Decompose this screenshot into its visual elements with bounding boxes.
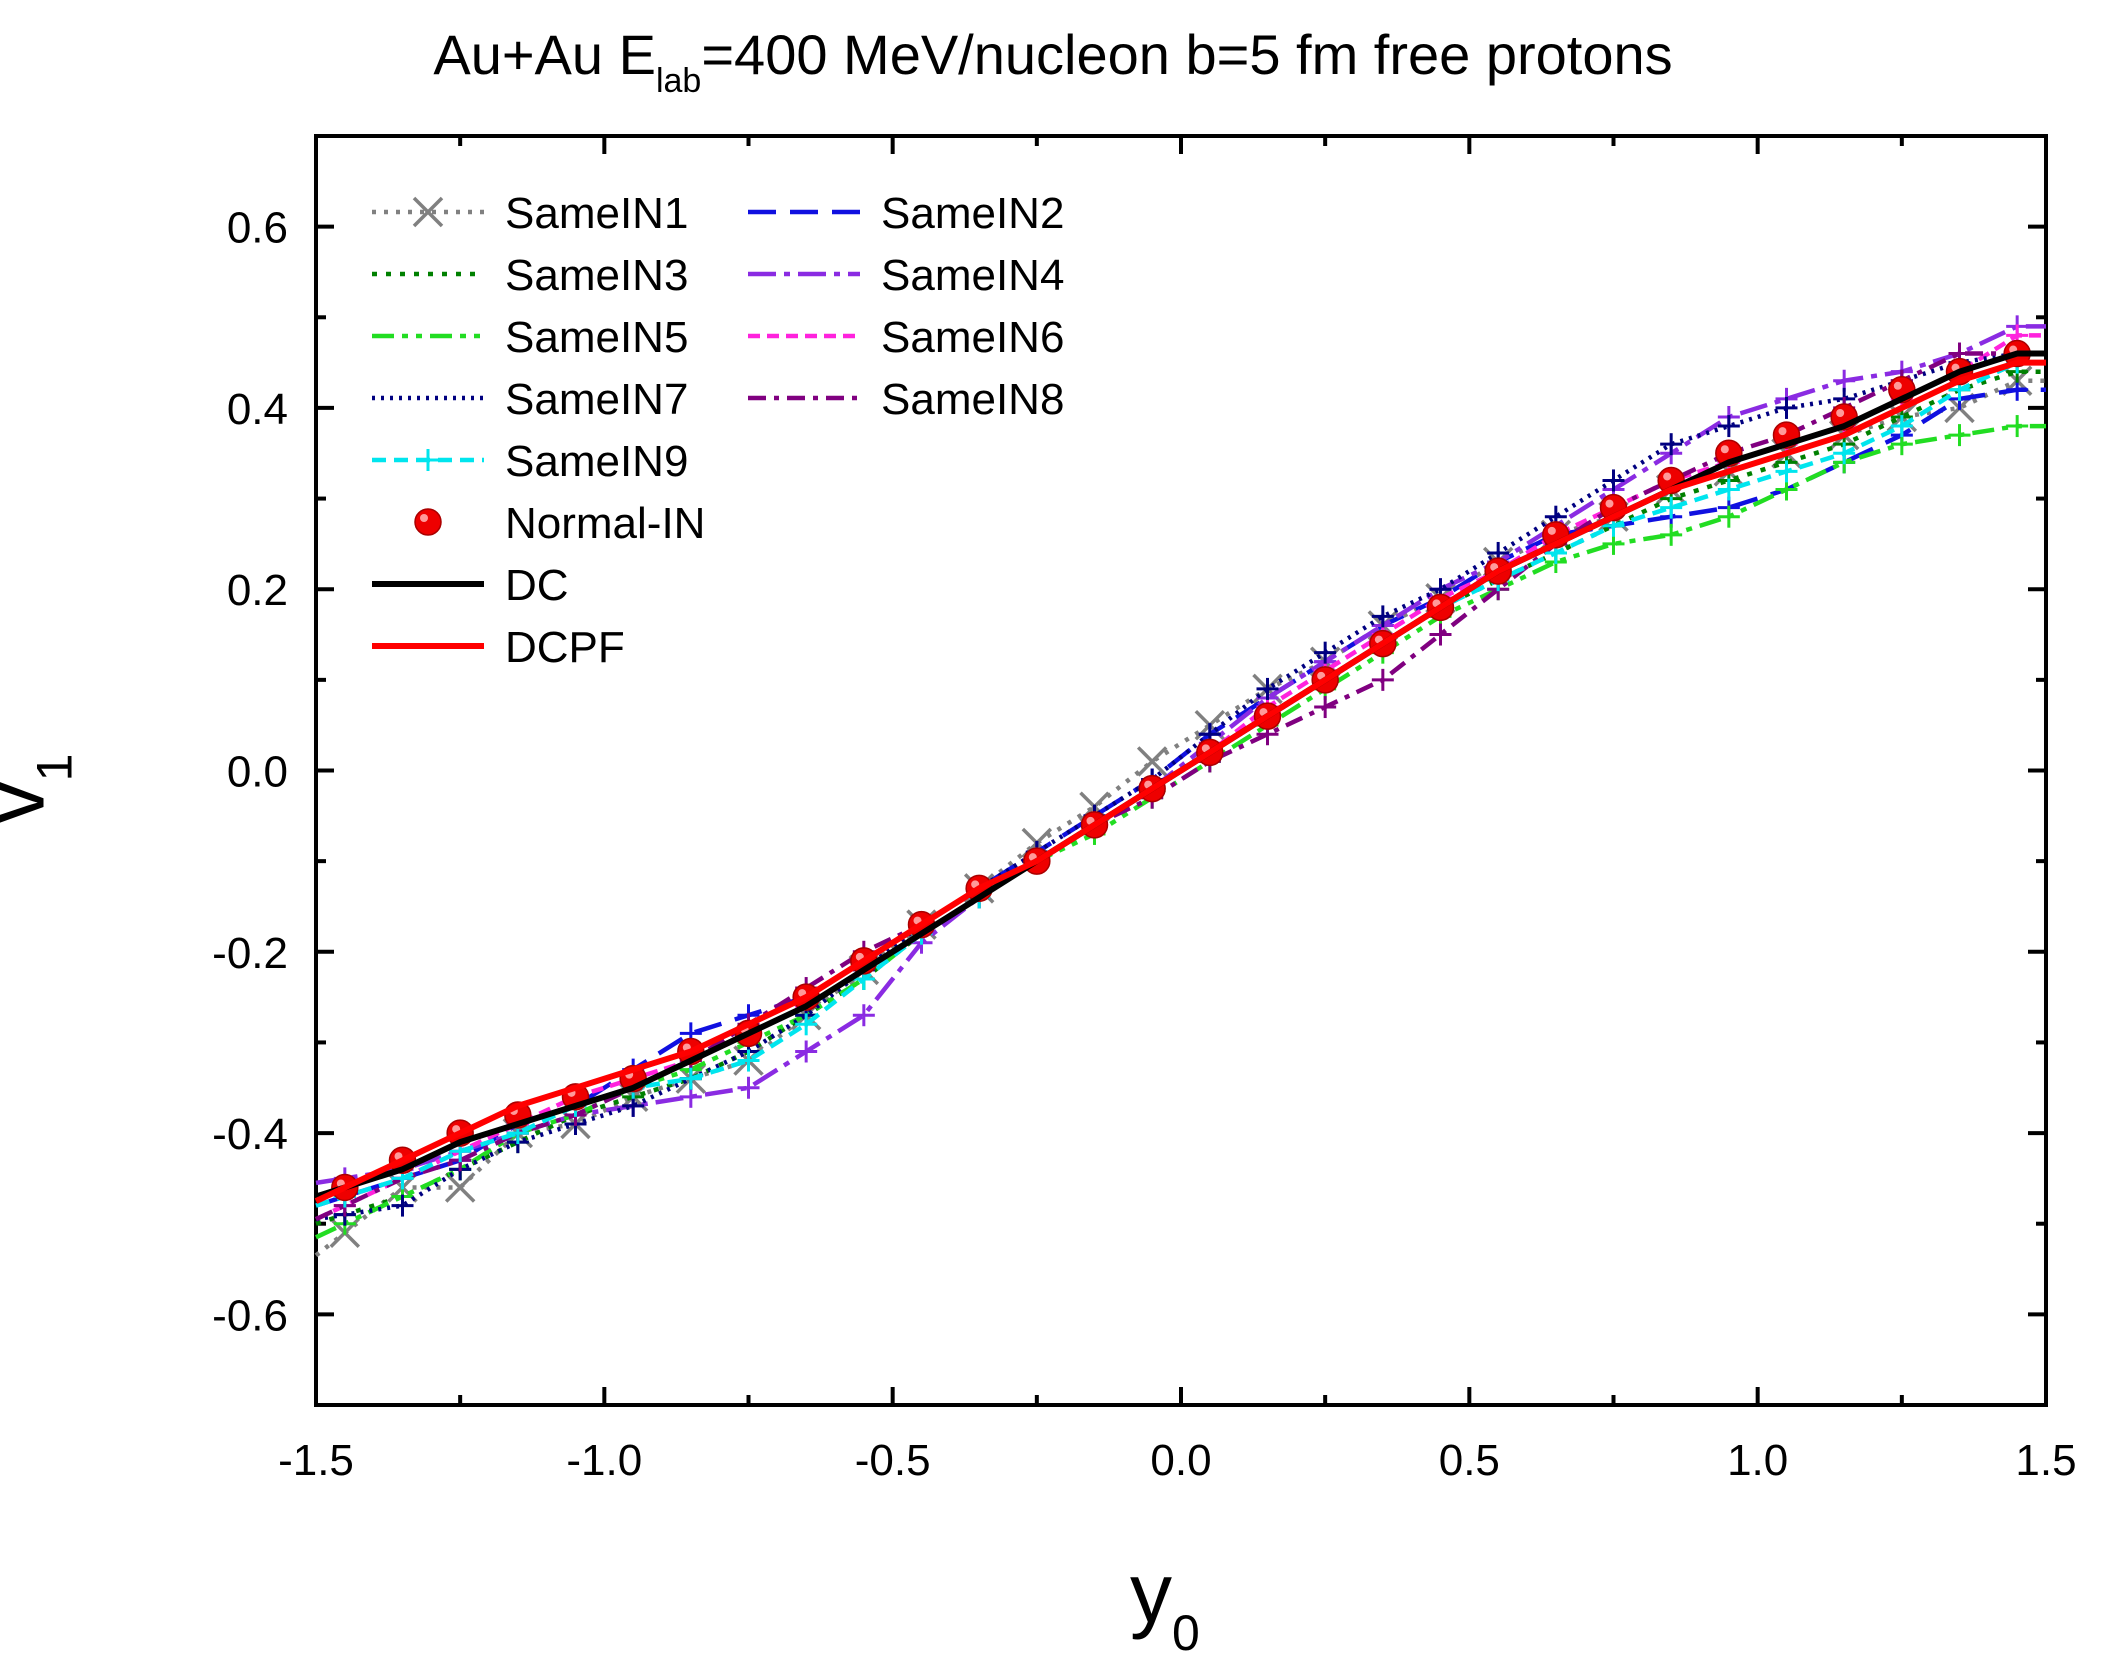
chart-title: Au+Au Elab=400 MeV/nucleon b=5 fm free p… [0,22,2106,100]
data-point-normal-in-highlight [1605,499,1614,508]
x-tick-label: 0.0 [1150,1436,1211,1485]
legend-label-samein9: SameIN9 [505,437,688,486]
data-point-samein1 [1136,746,1168,777]
data-point-normal-in-highlight [1547,526,1556,535]
x-tick-label: -0.5 [855,1436,931,1485]
y-axis-label: v1 [0,700,130,880]
x-tick-label: 1.5 [2015,1436,2076,1485]
series-line-samein7 [315,351,2046,1222]
legend-entry-normal-in: Normal-IN [414,499,705,548]
y-axis-label-main: v [0,781,61,823]
legend-entry-samein7: SameIN7 [372,375,688,424]
legend-marker-samein1 [412,196,444,228]
legend-entry-samein2: SameIN2 [748,189,1064,238]
data-point-samein1 [444,1172,476,1203]
legend-entry-samein3: SameIN3 [372,251,688,300]
legend-entry-dc: DC [372,561,569,610]
legend-label-samein3: SameIN3 [505,251,688,300]
data-point-normal-in-highlight [1778,427,1787,436]
y-tick-label: 0.6 [227,204,288,253]
legend-entry-samein6: SameIN6 [748,313,1064,362]
series-line-dcpf [314,359,2046,1204]
legend-label-samein8: SameIN8 [881,375,1064,424]
x-tick-label: -1.0 [566,1436,642,1485]
legend-label-samein5: SameIN5 [505,313,688,362]
legend-label-samein4: SameIN4 [881,251,1064,300]
series-dcpf [314,359,2046,1204]
legend-entry-samein8: SameIN8 [748,375,1064,424]
legend-label-samein2: SameIN2 [881,189,1064,238]
y-tick-label: -0.6 [212,1291,288,1340]
x-tick-label: -1.5 [278,1436,354,1485]
chart-title-sub: lab [655,62,702,100]
chart-title-rest: =400 MeV/nucleon b=5 fm free protons [701,23,1673,86]
y-axis-label-sub: 1 [26,753,83,782]
legend-entry-dcpf: DCPF [372,623,625,672]
chart-title-main: Au+Au E [433,23,656,86]
y-tick-label: 0.4 [227,385,288,434]
legend-label-samein1: SameIN1 [505,189,688,238]
legend-marker-normal-in [414,508,442,536]
legend-entry-samein9: SameIN9 [372,437,688,486]
legend-label-dc: DC [505,561,569,610]
axes: -1.5 -1.0 -0.5 0.0 0.5 1.0 1.5 -0.6 -0.4 -0.2 0.0 0… [212,134,2077,1485]
y-tick-label: -0.4 [212,1110,288,1159]
y-tick-label: -0.2 [212,929,288,978]
series-line-samein4 [315,324,2046,1186]
data-point-normal-in-highlight [1893,381,1902,390]
data-point-normal-in-highlight [1836,408,1845,417]
x-axis-label: y0 [1130,1545,1200,1661]
series-group [314,315,2046,1258]
x-tick-label: 0.5 [1439,1436,1500,1485]
x-axis-label-main: y [1130,1546,1172,1640]
legend-label-samein6: SameIN6 [881,313,1064,362]
x-tick-label: 1.0 [1727,1436,1788,1485]
x-axis-label-sub: 0 [1172,1605,1200,1661]
legend: SameIN1 SameIN2 SameIN3 SameIN4 SameIN5 SameI… [372,189,1064,672]
data-point-normal-in-highlight [1663,472,1672,481]
legend-label-dcpf: DCPF [505,623,625,672]
legend-entry-samein5: SameIN5 [372,313,688,362]
data-point-normal-in-highlight [1720,445,1729,454]
legend-label-normal-in: Normal-IN [505,499,705,548]
y-tick-label: 0.0 [227,748,288,797]
y-tick-label: 0.2 [227,566,288,615]
legend-label-samein7: SameIN7 [505,375,688,424]
legend-entry-samein4: SameIN4 [748,251,1064,300]
legend-entry-samein1: SameIN1 [372,189,688,238]
legend-marker-normal-in-highlight [420,514,428,522]
